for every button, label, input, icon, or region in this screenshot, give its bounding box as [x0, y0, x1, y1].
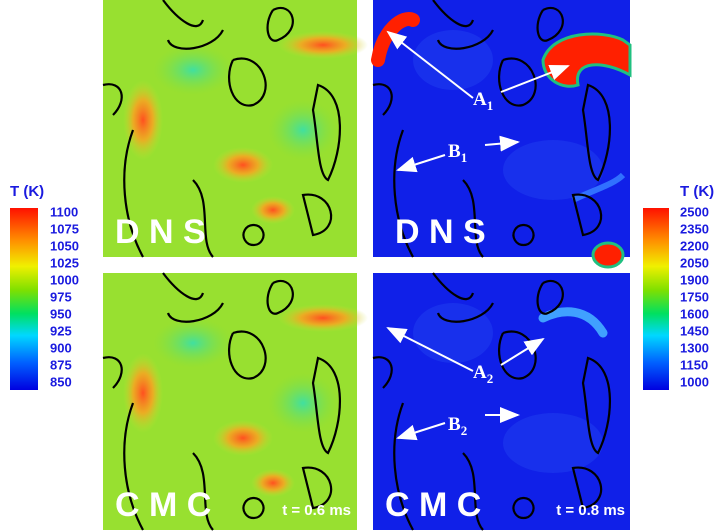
colorbar-label: 900 — [50, 340, 72, 355]
time-label: t = 0.8 ms — [556, 502, 625, 519]
colorbar-label: 2500 — [680, 204, 709, 219]
panel: C M C t = 0.8 ms A2 B2 — [373, 273, 630, 530]
colorbar-label: 875 — [50, 357, 72, 372]
colorbar-label: 1300 — [680, 340, 709, 355]
colorbar-label: 1150 — [680, 357, 708, 372]
colorbar-label: 1025 — [50, 255, 79, 270]
colorbar-label: 950 — [50, 306, 72, 321]
colorbar-label: 1000 — [50, 272, 79, 287]
colorbar-label: 850 — [50, 374, 72, 389]
page: {"colorbars": [ {"title": "T (K)", "labe… — [0, 0, 724, 532]
panel-label: C M C — [385, 486, 481, 524]
panel: D N S — [103, 0, 368, 257]
panel: D N S A1 B1 — [373, 0, 630, 267]
colorbar-label: 1050 — [50, 238, 79, 253]
colorbar — [643, 208, 669, 390]
colorbar-label: 1900 — [680, 272, 709, 287]
colorbar-title: T (K) — [10, 183, 44, 200]
colorbar — [10, 208, 38, 390]
colorbar-label: 1600 — [680, 306, 709, 321]
colorbar-labels: 2500 2350 2200 2050 1900 1750 1600 1450 1300 1150… — [680, 204, 709, 389]
colorbar-labels: 1100 1075 1050 1025 1000 975 950 925 900 875 850 — [50, 204, 79, 389]
colorbar-label: 2200 — [680, 238, 709, 253]
colorbar-label: 1100 — [50, 204, 78, 219]
panel: C M C t = 0.6 ms — [103, 273, 368, 530]
panel-label: C M C — [115, 486, 211, 524]
colorbar-label: 925 — [50, 323, 72, 338]
colorbar-label: 2050 — [680, 255, 709, 270]
figure: T (K) 1100 1075 1050 1025 1000 975 950 925 900 87… — [0, 0, 724, 532]
colorbar-label: 1000 — [680, 374, 709, 389]
time-label: t = 0.6 ms — [282, 502, 351, 519]
colorbar-label: 975 — [50, 289, 72, 304]
panel-label: D N S — [395, 213, 486, 251]
colorbar-label: 1075 — [50, 221, 79, 236]
colorbar-label: 1450 — [680, 323, 709, 338]
colorbar-label: 2350 — [680, 221, 709, 236]
colorbar-label: 1750 — [680, 289, 709, 304]
colorbar-title: T (K) — [680, 183, 714, 200]
panel-label: D N S — [115, 213, 206, 251]
